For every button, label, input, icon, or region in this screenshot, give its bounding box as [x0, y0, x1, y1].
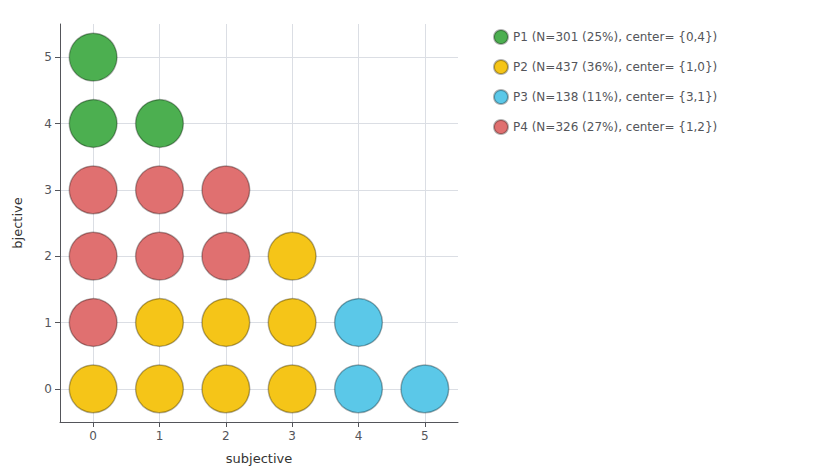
svg-text:subjective: subjective [226, 451, 292, 466]
svg-text:P3 (N=138 (11%), center= {3,1}: P3 (N=138 (11%), center= {3,1}) [513, 90, 717, 104]
svg-text:2: 2 [44, 249, 52, 263]
svg-text:4: 4 [355, 429, 363, 443]
svg-text:5: 5 [44, 50, 52, 64]
svg-text:0: 0 [89, 429, 97, 443]
svg-text:P1 (N=301 (25%), center= {0,4}: P1 (N=301 (25%), center= {0,4}) [513, 30, 717, 44]
svg-text:3: 3 [44, 183, 52, 197]
svg-text:bjective: bjective [10, 197, 25, 248]
svg-text:P2 (N=437 (36%), center= {1,0}: P2 (N=437 (36%), center= {1,0}) [513, 60, 717, 74]
svg-text:3: 3 [288, 429, 296, 443]
svg-text:2: 2 [222, 429, 230, 443]
svg-text:P4 (N=326 (27%), center= {1,2}: P4 (N=326 (27%), center= {1,2}) [513, 120, 717, 134]
svg-text:0: 0 [44, 382, 52, 396]
svg-text:1: 1 [156, 429, 164, 443]
svg-text:1: 1 [44, 316, 52, 330]
svg-text:5: 5 [421, 429, 429, 443]
svg-text:4: 4 [44, 117, 52, 131]
